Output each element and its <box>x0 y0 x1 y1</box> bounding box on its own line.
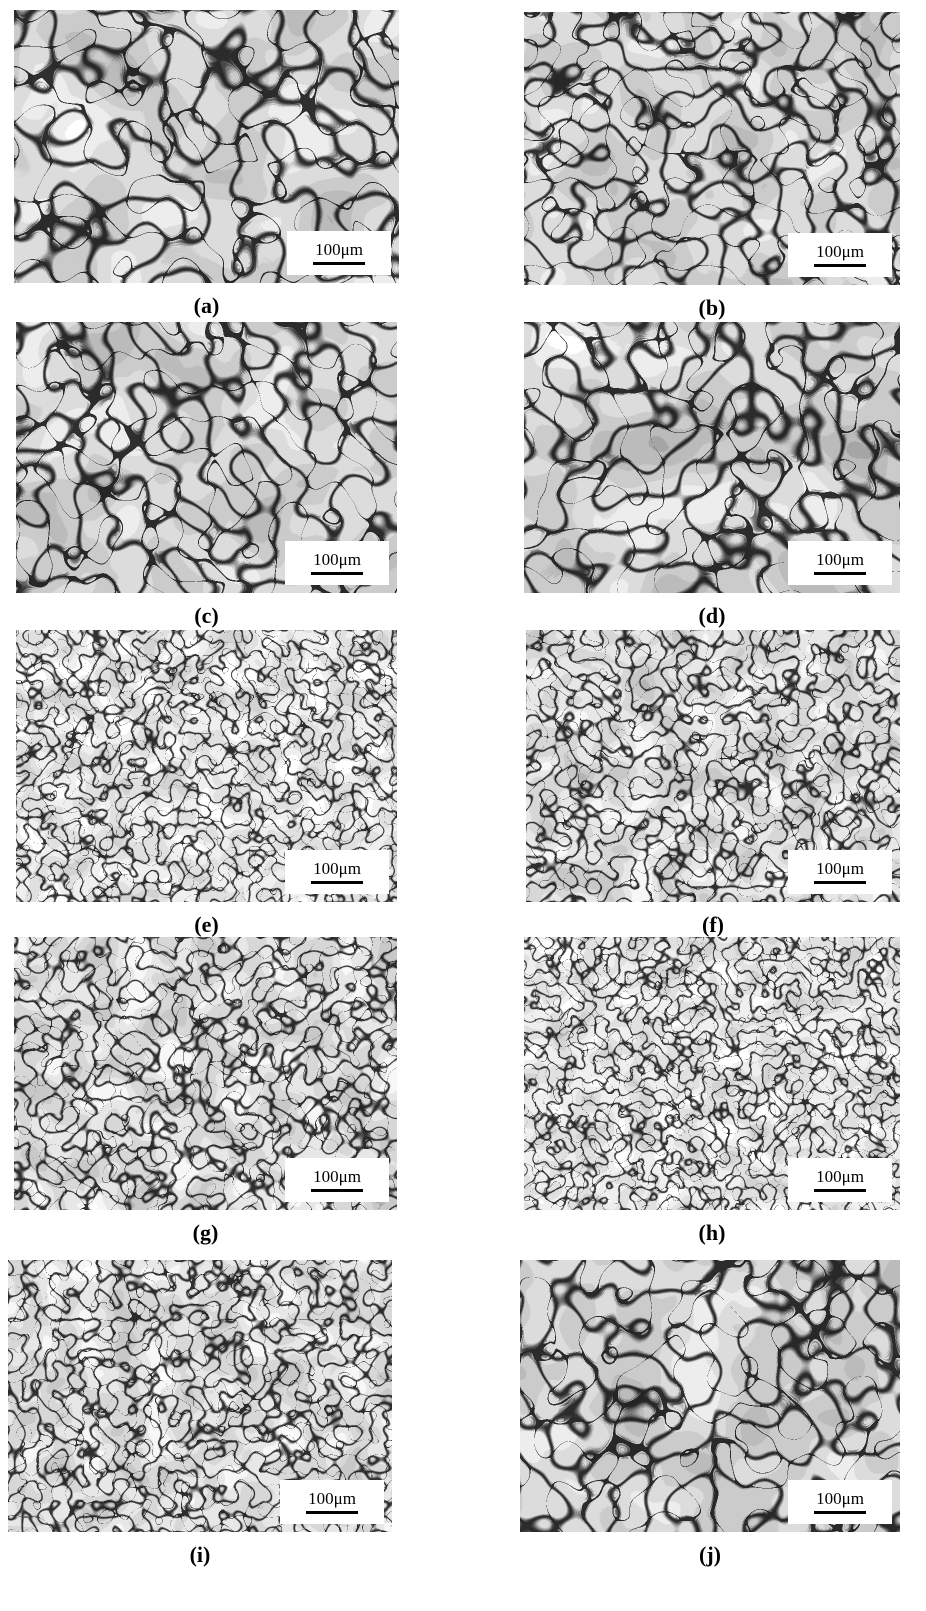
scale-bar: 100μm <box>788 1158 892 1202</box>
scale-label: 100μm <box>308 1489 356 1508</box>
scale-line <box>311 881 363 884</box>
panel-caption: (g) <box>146 1220 266 1246</box>
scale-bar: 100μm <box>788 850 892 894</box>
panel-caption: (e) <box>147 912 267 938</box>
panel-caption: (c) <box>147 603 267 629</box>
scale-line <box>313 262 365 265</box>
scale-line <box>814 1511 866 1514</box>
micrograph-panel: 100μm <box>14 10 399 283</box>
scale-label: 100μm <box>313 1167 361 1186</box>
micrograph-panel: 100μm <box>16 322 397 593</box>
scale-bar: 100μm <box>788 233 892 277</box>
scale-line <box>311 1189 363 1192</box>
scale-line <box>311 572 363 575</box>
micrograph-panel: 100μm <box>524 12 900 285</box>
scale-line <box>814 264 866 267</box>
micrograph-panel: 100μm <box>14 937 397 1210</box>
scale-line <box>306 1511 358 1514</box>
scale-label: 100μm <box>315 240 363 259</box>
micrograph-panel: 100μm <box>524 322 900 593</box>
scale-line <box>814 572 866 575</box>
panel-caption: (i) <box>140 1542 260 1568</box>
panel-caption: (h) <box>652 1220 772 1246</box>
panel-caption: (d) <box>652 603 772 629</box>
scale-bar: 100μm <box>285 1158 389 1202</box>
scale-label: 100μm <box>816 859 864 878</box>
micrograph-panel: 100μm <box>524 937 900 1210</box>
scale-label: 100μm <box>816 242 864 261</box>
micrograph-panel: 100μm <box>16 630 397 902</box>
scale-line <box>814 881 866 884</box>
micrograph-panel: 100μm <box>8 1260 392 1532</box>
panel-caption: (j) <box>650 1542 770 1568</box>
micrograph-panel: 100μm <box>526 630 900 902</box>
scale-bar: 100μm <box>285 541 389 585</box>
scale-label: 100μm <box>816 1167 864 1186</box>
scale-label: 100μm <box>816 550 864 569</box>
scale-label: 100μm <box>816 1489 864 1508</box>
figure: 100μm (a) 100μm (b) 100μm (c) 100μm (d) 100μm (e)… <box>0 0 926 1611</box>
micrograph-panel: 100μm <box>520 1260 900 1532</box>
scale-bar: 100μm <box>788 541 892 585</box>
scale-bar: 100μm <box>788 1480 892 1524</box>
panel-caption: (f) <box>653 912 773 938</box>
scale-line <box>814 1189 866 1192</box>
scale-label: 100μm <box>313 550 361 569</box>
panel-caption: (b) <box>652 295 772 321</box>
scale-bar: 100μm <box>285 850 389 894</box>
scale-bar: 100μm <box>280 1480 384 1524</box>
scale-bar: 100μm <box>287 231 391 275</box>
panel-caption: (a) <box>147 293 267 319</box>
scale-label: 100μm <box>313 859 361 878</box>
